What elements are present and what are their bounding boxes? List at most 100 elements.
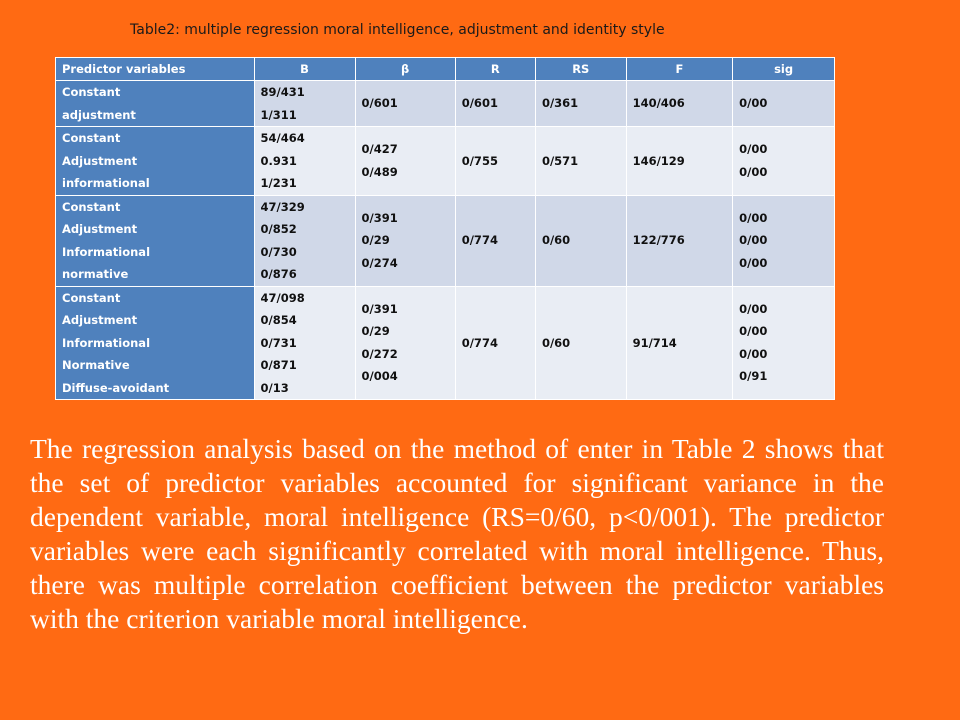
predictor-cell: Constant adjustment bbox=[55, 80, 255, 127]
f-cell: 140/406 bbox=[625, 80, 734, 127]
predictor-label: informational bbox=[62, 176, 150, 190]
sig-value: 0/91 bbox=[739, 369, 768, 384]
beta-value: 0/427 bbox=[361, 142, 398, 157]
header-b: B bbox=[253, 57, 356, 81]
b-value: 0/852 bbox=[260, 222, 297, 236]
b-value: 0.931 bbox=[260, 153, 297, 168]
b-value: 0/871 bbox=[260, 358, 297, 372]
beta-cell: 0/391 0/29 0/272 0/004 bbox=[354, 285, 456, 400]
r-value: 0/601 bbox=[461, 96, 498, 111]
beta-value: 0/272 bbox=[361, 346, 398, 361]
sig-cell: 0/00 0/00 0/00 bbox=[732, 194, 835, 287]
sig-value: 0/00 bbox=[739, 301, 768, 316]
b-value: 47/329 bbox=[260, 199, 305, 214]
sig-value: 0/00 bbox=[739, 346, 768, 361]
r-value: 0/774 bbox=[461, 335, 498, 350]
beta-value: 0/29 bbox=[361, 324, 390, 339]
predictor-cell: Constant Adjustment informational bbox=[55, 126, 255, 196]
beta-value: 0/29 bbox=[361, 233, 390, 248]
table-row: Constant Adjustment informational 54/464… bbox=[55, 126, 835, 196]
predictor-label: Adjustment bbox=[62, 313, 138, 327]
b-value: 89/431 bbox=[260, 85, 305, 99]
f-value: 140/406 bbox=[632, 96, 685, 111]
sig-value: 0/00 bbox=[739, 233, 768, 248]
rs-value: 0/571 bbox=[541, 153, 579, 168]
predictor-label: Constant bbox=[62, 85, 121, 99]
predictor-label: adjustment bbox=[62, 107, 136, 122]
rs-value: 0/361 bbox=[541, 96, 579, 111]
table-caption: Table2: multiple regression moral intell… bbox=[130, 22, 665, 38]
b-cell: 47/329 0/852 0/730 0/876 bbox=[253, 194, 356, 287]
f-cell: 122/776 bbox=[625, 194, 734, 287]
b-cell: 54/464 0.931 1/231 bbox=[253, 126, 356, 196]
beta-value: 0/601 bbox=[361, 96, 398, 111]
header-rs: RS bbox=[534, 57, 627, 81]
predictor-label: Informational bbox=[62, 335, 151, 350]
b-value: 0/854 bbox=[260, 313, 297, 327]
b-value: 1/311 bbox=[260, 107, 297, 122]
f-cell: 91/714 bbox=[625, 285, 734, 400]
rs-cell: 0/60 bbox=[534, 285, 627, 400]
predictor-label: Adjustment bbox=[62, 222, 138, 236]
sig-value: 0/00 bbox=[739, 96, 768, 111]
header-sig: sig bbox=[732, 57, 835, 81]
predictor-label: Constant bbox=[62, 290, 121, 305]
b-value: 54/464 bbox=[260, 131, 305, 145]
r-cell: 0/774 bbox=[454, 194, 536, 287]
f-value: 146/129 bbox=[632, 153, 685, 168]
header-beta: β bbox=[354, 57, 456, 81]
predictor-cell: Constant Adjustment Informational normat… bbox=[55, 194, 255, 287]
r-value: 0/755 bbox=[461, 153, 498, 168]
sig-cell: 0/00 bbox=[732, 80, 835, 127]
predictor-label: Diffuse-avoidant bbox=[62, 380, 170, 395]
regression-table: Predictor variables B β R RS F sig Const… bbox=[55, 57, 835, 400]
b-cell: 89/431 1/311 bbox=[253, 80, 356, 127]
rs-value: 0/60 bbox=[541, 335, 571, 350]
f-cell: 146/129 bbox=[625, 126, 734, 196]
b-value: 0/730 bbox=[260, 244, 297, 259]
sig-value: 0/00 bbox=[739, 164, 768, 179]
beta-value: 0/391 bbox=[361, 210, 398, 225]
b-value: 47/098 bbox=[260, 290, 305, 305]
rs-cell: 0/361 bbox=[534, 80, 627, 127]
beta-cell: 0/391 0/29 0/274 bbox=[354, 194, 456, 287]
beta-value: 0/004 bbox=[361, 369, 398, 384]
predictor-label: Constant bbox=[62, 199, 121, 214]
table-row: Constant Adjustment Informational Normat… bbox=[55, 285, 835, 400]
sig-value: 0/00 bbox=[739, 324, 768, 339]
sig-cell: 0/00 0/00 0/00 0/91 bbox=[732, 285, 835, 400]
beta-value: 0/489 bbox=[361, 164, 398, 179]
beta-cell: 0/601 bbox=[354, 80, 456, 127]
rs-cell: 0/571 bbox=[534, 126, 627, 196]
r-cell: 0/755 bbox=[454, 126, 536, 196]
header-r: R bbox=[454, 57, 536, 81]
f-value: 122/776 bbox=[632, 233, 685, 248]
b-value: 0/731 bbox=[260, 335, 297, 350]
rs-value: 0/60 bbox=[541, 233, 571, 248]
sig-value: 0/00 bbox=[739, 142, 768, 157]
b-value: 1/231 bbox=[260, 176, 297, 190]
b-value: 0/13 bbox=[260, 380, 289, 395]
predictor-label: Adjustment bbox=[62, 153, 138, 168]
table-row: Constant Adjustment Informational normat… bbox=[55, 194, 835, 287]
b-value: 0/876 bbox=[260, 267, 297, 281]
predictor-label: Normative bbox=[62, 358, 130, 372]
table-row: Constant adjustment 89/431 1/311 0/601 0… bbox=[55, 80, 835, 127]
r-value: 0/774 bbox=[461, 233, 498, 248]
beta-value: 0/274 bbox=[361, 255, 398, 270]
header-f: F bbox=[625, 57, 734, 81]
beta-cell: 0/427 0/489 bbox=[354, 126, 456, 196]
b-cell: 47/098 0/854 0/731 0/871 0/13 bbox=[253, 285, 356, 400]
predictor-label: normative bbox=[62, 267, 129, 281]
table-header-row: Predictor variables B β R RS F sig bbox=[55, 57, 835, 81]
sig-value: 0/00 bbox=[739, 255, 768, 270]
r-cell: 0/601 bbox=[454, 80, 536, 127]
predictor-label: Informational bbox=[62, 244, 151, 259]
body-paragraph: The regression analysis based on the met… bbox=[30, 433, 884, 634]
header-predictor-variables: Predictor variables bbox=[55, 57, 255, 81]
sig-value: 0/00 bbox=[739, 210, 768, 225]
f-value: 91/714 bbox=[632, 335, 677, 350]
sig-cell: 0/00 0/00 bbox=[732, 126, 835, 196]
beta-value: 0/391 bbox=[361, 301, 398, 316]
r-cell: 0/774 bbox=[454, 285, 536, 400]
